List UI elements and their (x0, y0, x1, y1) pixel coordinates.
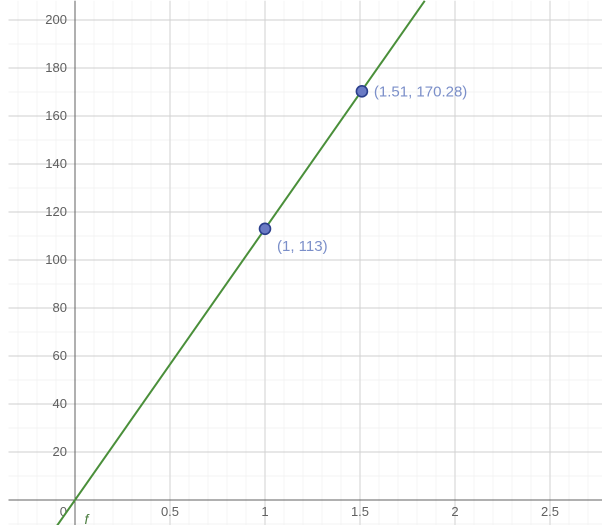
svg-text:60: 60 (53, 348, 67, 363)
svg-text:(1.51, 170.28): (1.51, 170.28) (374, 83, 467, 100)
svg-text:20: 20 (53, 444, 67, 459)
axes (9, 1, 602, 525)
svg-text:140: 140 (45, 156, 67, 171)
svg-text:120: 120 (45, 204, 67, 219)
line-chart[interactable]: 00.511.522.520406080100120140160180200 (… (0, 0, 602, 525)
svg-text:200: 200 (45, 12, 67, 27)
line-series (55, 1, 425, 525)
svg-text:100: 100 (45, 252, 67, 267)
svg-text:0.5: 0.5 (161, 504, 179, 519)
svg-text:2: 2 (451, 504, 458, 519)
svg-text:160: 160 (45, 108, 67, 123)
grid-minor (9, 1, 602, 525)
svg-text:180: 180 (45, 60, 67, 75)
svg-text:80: 80 (53, 300, 67, 315)
grid-major (9, 1, 602, 525)
chart-container: 00.511.522.520406080100120140160180200 (… (0, 0, 602, 525)
svg-text:1.5: 1.5 (351, 504, 369, 519)
point-labels: (1, 113) (1.51, 170.28) (277, 83, 467, 254)
function-label: f (85, 511, 91, 525)
svg-text:40: 40 (53, 396, 67, 411)
svg-text:1: 1 (261, 504, 268, 519)
svg-text:f: f (85, 511, 91, 525)
svg-text:2.5: 2.5 (541, 504, 559, 519)
svg-text:(1, 113): (1, 113) (277, 238, 328, 255)
axis-labels: 00.511.522.520406080100120140160180200 (45, 12, 559, 519)
